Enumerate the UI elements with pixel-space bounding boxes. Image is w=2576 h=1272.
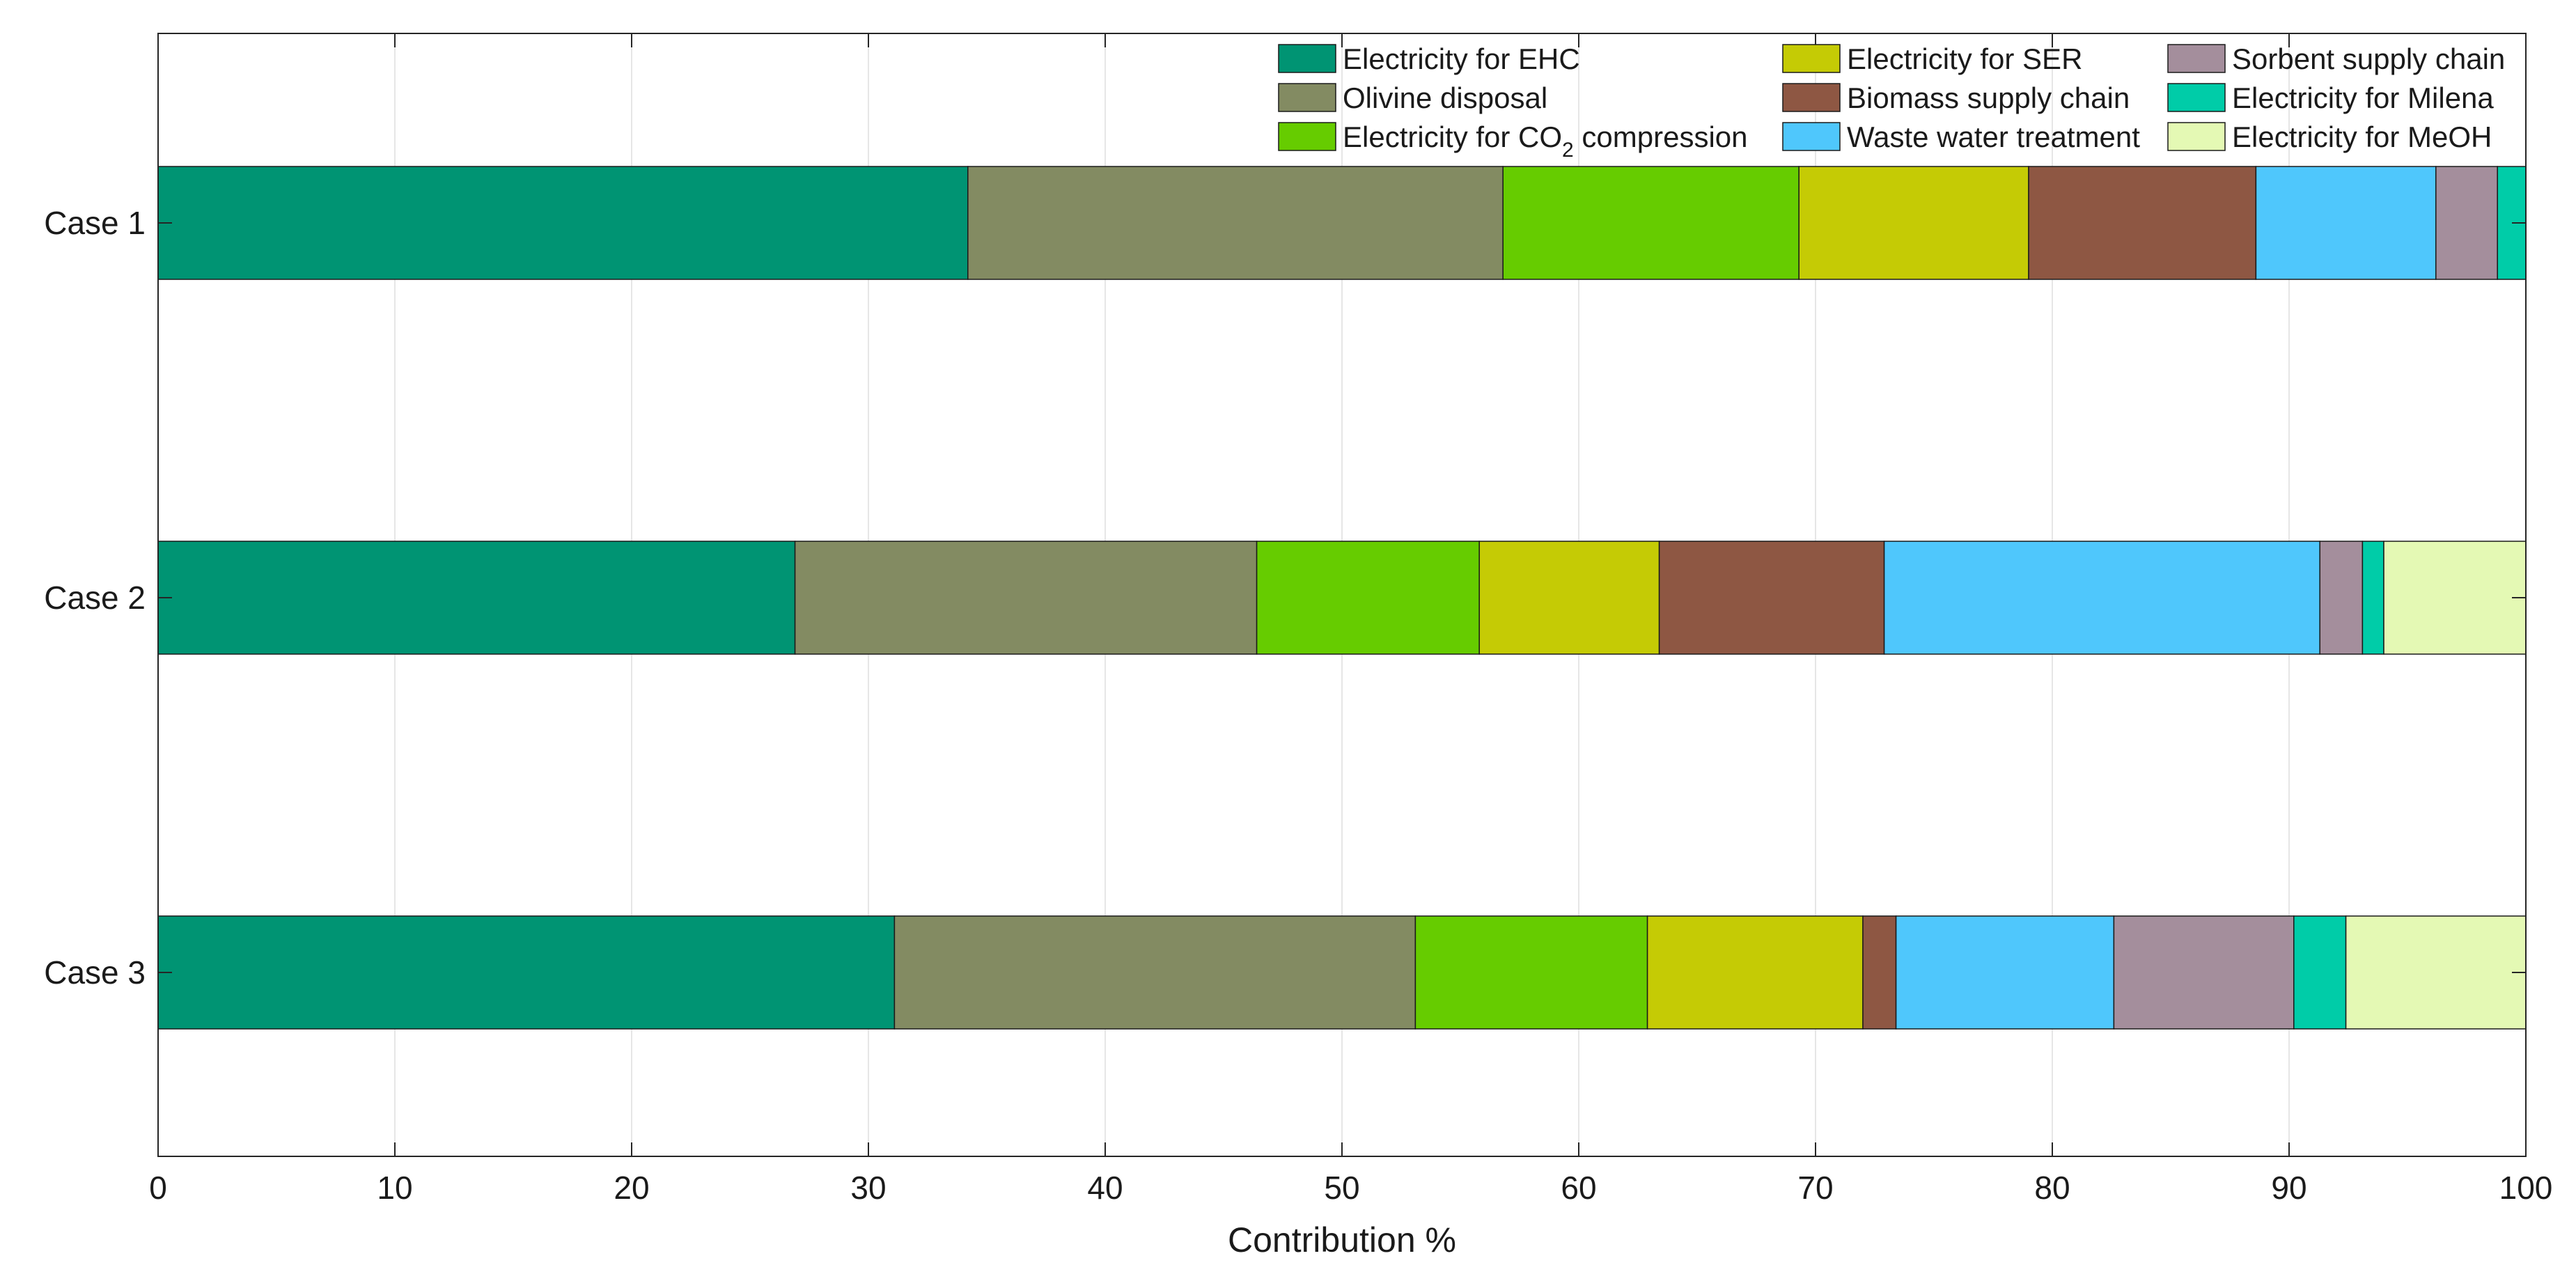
bar-case-2-olivine-disposal bbox=[794, 541, 1258, 655]
legend-swatch bbox=[1782, 122, 1841, 151]
bar-case-1-sorbent-supply-chain bbox=[2435, 166, 2498, 280]
bar-case-3-electricity-for-ehc bbox=[157, 915, 896, 1030]
legend-swatch bbox=[1278, 83, 1336, 112]
bar-case-2-electricity-for-ser bbox=[1478, 541, 1660, 655]
bar-case-2-biomass-supply-chain bbox=[1658, 541, 1885, 655]
x-tick-label: 10 bbox=[377, 1170, 412, 1206]
x-axis-ticks: 0 10 20 30 40 50 60 70 80 90 100 bbox=[149, 33, 2552, 1206]
bar-case-1-olivine-disposal bbox=[967, 166, 1504, 280]
legend-swatch bbox=[1278, 122, 1336, 151]
legend: Electricity for EHC Olivine disposal Elect… bbox=[1278, 42, 2505, 162]
legend-label: Olivine disposal bbox=[1343, 82, 1547, 114]
legend-swatch bbox=[1278, 44, 1336, 73]
x-tick-label: 90 bbox=[2271, 1170, 2306, 1206]
bar-case-3-electricity-for-milena bbox=[2293, 915, 2347, 1030]
x-tick-label: 0 bbox=[149, 1170, 167, 1206]
bar-case-2-electricity-for-co2-compression bbox=[1256, 541, 1480, 655]
legend-swatch bbox=[1782, 44, 1841, 73]
bar-case-1-electricity-for-ser bbox=[1798, 166, 2029, 280]
legend-item-sorbent-supply-chain: Sorbent supply chain bbox=[2167, 42, 2505, 75]
x-tick-label: 30 bbox=[850, 1170, 886, 1206]
bar-case-2-electricity-for-milena bbox=[2362, 541, 2384, 655]
legend-item-electricity-for-ehc: Electricity for EHC bbox=[1278, 42, 1580, 75]
legend-label: Biomass supply chain bbox=[1847, 82, 2130, 114]
bar-case-1-electricity-for-co2-compression bbox=[1502, 166, 1800, 280]
x-tick-label: 80 bbox=[2034, 1170, 2070, 1206]
x-tick-label: 40 bbox=[1087, 1170, 1123, 1206]
bar-case-1-biomass-supply-chain bbox=[2028, 166, 2257, 280]
x-axis-label: Contribution % bbox=[1228, 1220, 1456, 1259]
legend-label: Sorbent supply chain bbox=[2232, 42, 2505, 75]
x-tick-label: 50 bbox=[1324, 1170, 1359, 1206]
bar-case-1-electricity-for-ehc bbox=[157, 166, 969, 280]
bar-case-2-sorbent-supply-chain bbox=[2319, 541, 2364, 655]
bar-case-3-electricity-for-co2-compression bbox=[1414, 915, 1648, 1030]
legend-label: Electricity for EHC bbox=[1343, 42, 1580, 75]
x-tick-label: 100 bbox=[2499, 1170, 2553, 1206]
legend-item-electricity-for-milena: Electricity for Milena bbox=[2167, 82, 2494, 114]
bar-case-1-waste-water-treatment bbox=[2255, 166, 2437, 280]
y-axis-ticks: Case 1 Case 2 Case 3 bbox=[44, 205, 2526, 991]
bar-case-2-electricity-for-meoh bbox=[2383, 541, 2527, 655]
x-tick-label: 20 bbox=[614, 1170, 649, 1206]
legend-swatch bbox=[2167, 122, 2226, 151]
legend-item-waste-water-treatment: Waste water treatment bbox=[1782, 121, 2140, 153]
legend-label: Electricity for SER bbox=[1847, 42, 2082, 75]
x-tick-label: 60 bbox=[1561, 1170, 1596, 1206]
bar-case-3-electricity-for-meoh bbox=[2345, 915, 2527, 1030]
legend-item-electricity-for-meoh: Electricity for MeOH bbox=[2167, 121, 2492, 153]
legend-label: Electricity for Milena bbox=[2232, 82, 2494, 114]
legend-item-electricity-for-ser: Electricity for SER bbox=[1782, 42, 2082, 75]
bar-case-2-waste-water-treatment bbox=[1883, 541, 2320, 655]
y-tick-label-case-2: Case 2 bbox=[44, 580, 146, 616]
y-tick-label-case-3: Case 3 bbox=[44, 954, 146, 991]
legend-item-olivine-disposal: Olivine disposal bbox=[1278, 82, 1547, 114]
legend-label: Electricity for MeOH bbox=[2232, 121, 2492, 153]
bar-case-3-electricity-for-ser bbox=[1646, 915, 1864, 1030]
y-tick-label-case-1: Case 1 bbox=[44, 205, 146, 241]
legend-item-biomass-supply-chain: Biomass supply chain bbox=[1782, 82, 2130, 114]
bar-segments bbox=[157, 166, 2527, 1030]
legend-item-electricity-for-co2-compression: Electricity for CO2 compression bbox=[1278, 121, 1748, 162]
x-tick-label: 70 bbox=[1797, 1170, 1833, 1206]
bar-case-2-electricity-for-ehc bbox=[157, 541, 796, 655]
legend-swatch bbox=[2167, 83, 2226, 112]
legend-swatch bbox=[1782, 83, 1841, 112]
legend-swatch bbox=[2167, 44, 2226, 73]
bar-case-3-sorbent-supply-chain bbox=[2113, 915, 2295, 1030]
legend-label: Waste water treatment bbox=[1847, 121, 2140, 153]
bar-case-3-olivine-disposal bbox=[893, 915, 1416, 1030]
bar-case-3-waste-water-treatment bbox=[1895, 915, 2115, 1030]
legend-label: Electricity for CO2 compression bbox=[1343, 121, 1748, 162]
bar-case-3-biomass-supply-chain bbox=[1862, 915, 1897, 1030]
